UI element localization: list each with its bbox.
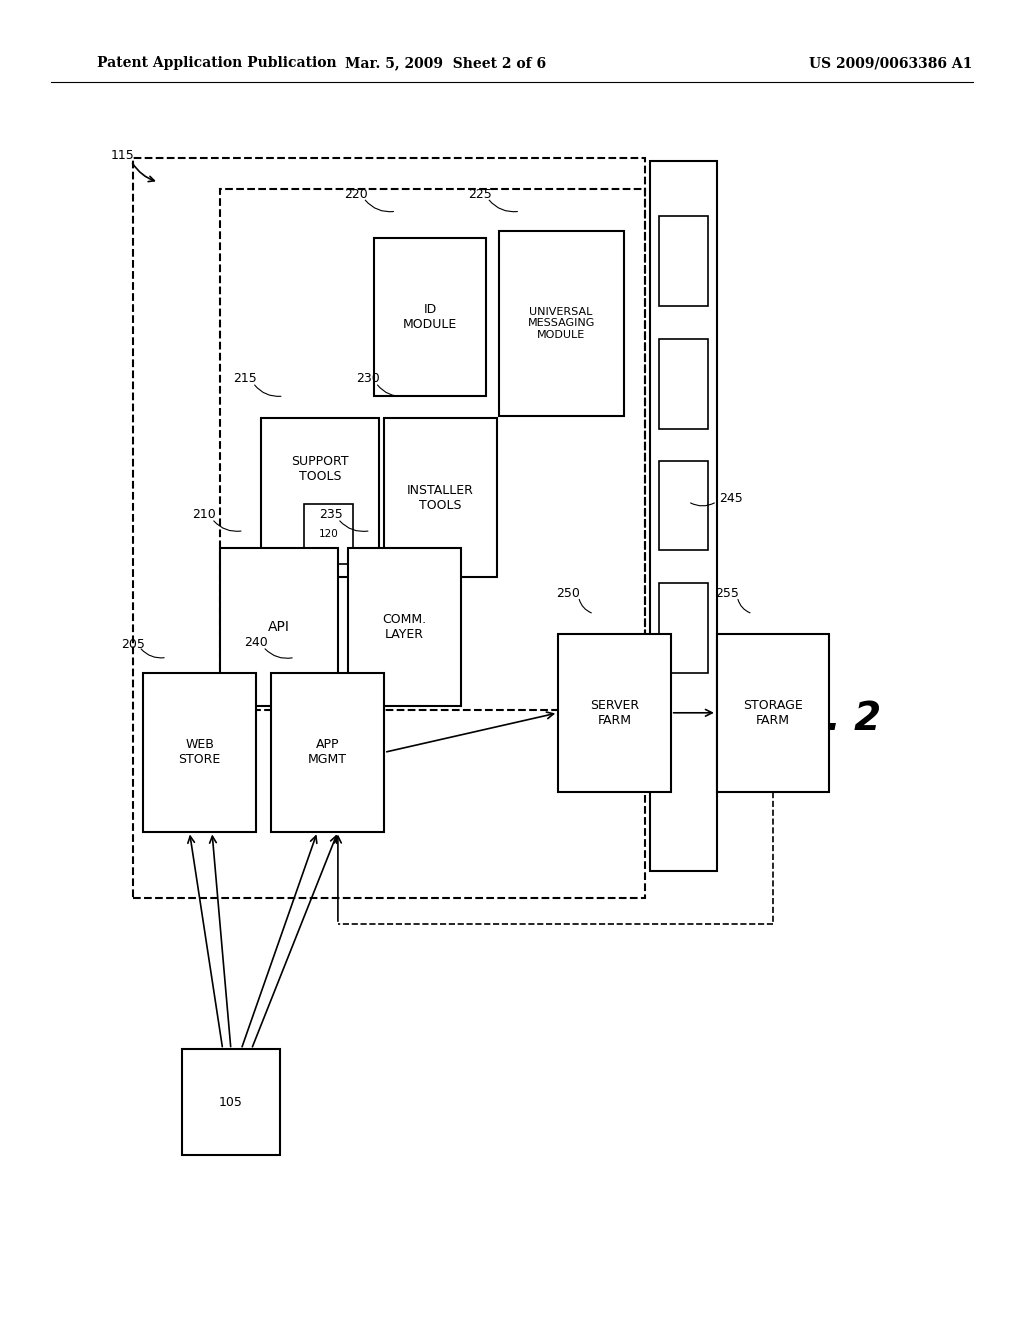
Text: 120: 120 bbox=[318, 529, 339, 539]
Text: APP
MGMT: APP MGMT bbox=[308, 738, 347, 767]
Bar bbox=[650, 161, 717, 871]
Bar bbox=[499, 231, 624, 416]
Text: 210: 210 bbox=[193, 508, 216, 521]
Text: COMM.
LAYER: COMM. LAYER bbox=[382, 612, 427, 642]
Bar bbox=[374, 238, 486, 396]
Text: Patent Application Publication: Patent Application Publication bbox=[97, 57, 337, 70]
Bar bbox=[133, 158, 645, 898]
Text: STORAGE
FARM: STORAGE FARM bbox=[743, 698, 803, 727]
Text: 105: 105 bbox=[219, 1096, 243, 1109]
Text: INSTALLER
TOOLS: INSTALLER TOOLS bbox=[407, 483, 474, 512]
Text: API: API bbox=[268, 620, 290, 634]
Bar bbox=[182, 1049, 280, 1155]
Bar bbox=[220, 548, 338, 706]
Bar bbox=[659, 339, 708, 429]
Text: 235: 235 bbox=[319, 508, 343, 521]
Text: WEB
STORE: WEB STORE bbox=[178, 738, 221, 767]
Bar bbox=[271, 673, 384, 832]
Text: UNIVERSAL
MESSAGING
MODULE: UNIVERSAL MESSAGING MODULE bbox=[527, 306, 595, 341]
Text: SUPPORT
TOOLS: SUPPORT TOOLS bbox=[291, 455, 349, 483]
Text: FIG. 2: FIG. 2 bbox=[753, 701, 881, 738]
Text: 220: 220 bbox=[344, 187, 368, 201]
Bar bbox=[717, 634, 829, 792]
Bar bbox=[659, 583, 708, 673]
Text: Mar. 5, 2009  Sheet 2 of 6: Mar. 5, 2009 Sheet 2 of 6 bbox=[345, 57, 546, 70]
Bar bbox=[659, 216, 708, 306]
Bar bbox=[220, 189, 645, 710]
Text: 255: 255 bbox=[715, 587, 738, 601]
Text: ID
MODULE: ID MODULE bbox=[403, 302, 457, 331]
Bar bbox=[261, 418, 379, 577]
Text: 225: 225 bbox=[468, 187, 492, 201]
Bar bbox=[558, 634, 671, 792]
Text: 245: 245 bbox=[719, 492, 742, 506]
Text: 215: 215 bbox=[233, 372, 257, 385]
Text: 205: 205 bbox=[121, 638, 144, 651]
Text: 230: 230 bbox=[356, 372, 380, 385]
Text: SERVER
FARM: SERVER FARM bbox=[590, 698, 639, 727]
Bar bbox=[384, 418, 497, 577]
Text: US 2009/0063386 A1: US 2009/0063386 A1 bbox=[809, 57, 973, 70]
Text: 240: 240 bbox=[244, 636, 267, 649]
Bar bbox=[348, 548, 461, 706]
Text: 115: 115 bbox=[111, 149, 134, 162]
Bar bbox=[659, 461, 708, 550]
Bar bbox=[143, 673, 256, 832]
Bar bbox=[304, 504, 353, 564]
Text: 250: 250 bbox=[556, 587, 580, 601]
